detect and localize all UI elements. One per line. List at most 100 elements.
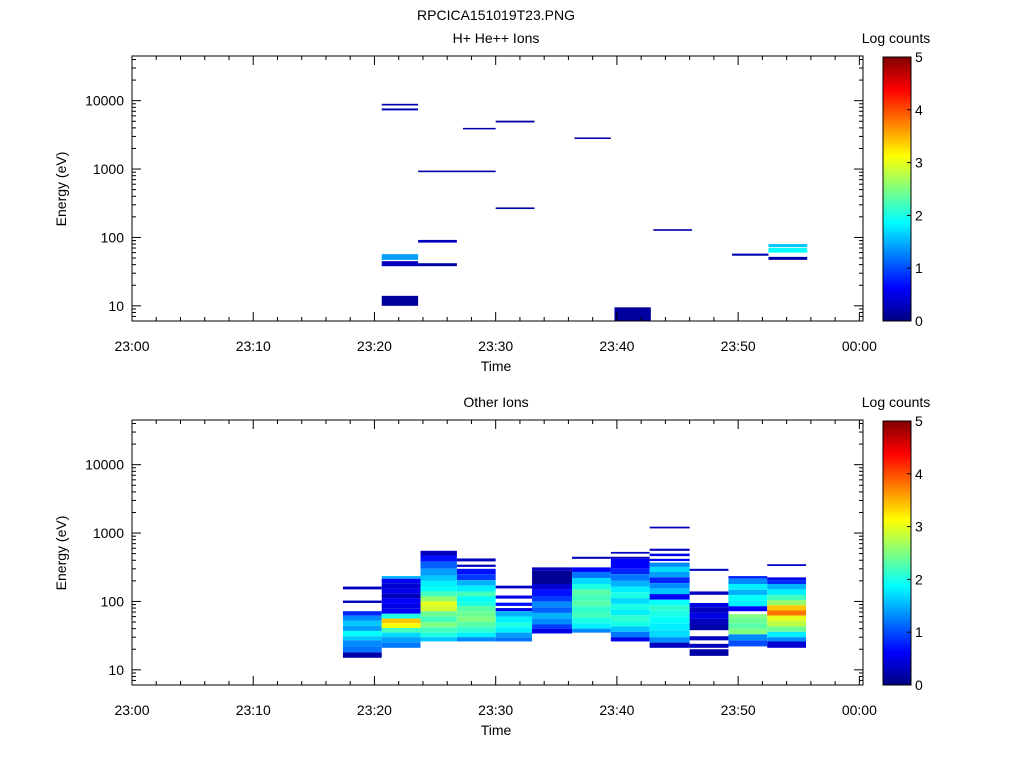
x-axis-ticks: 23:00 23:10 23:20 23:30 23:40 23:50 00:00 — [114, 420, 877, 718]
heatmap-cell — [381, 588, 421, 594]
heatmap-cell — [532, 624, 573, 629]
heatmap-cell — [420, 580, 457, 587]
plot-frame — [131, 55, 864, 322]
heatmap-cell — [420, 568, 457, 576]
colorbar-gradient — [882, 56, 912, 322]
heatmap-cell — [381, 603, 421, 609]
heatmap-cell — [381, 598, 421, 604]
heatmap-cell — [649, 558, 690, 562]
colorbar-tick-label: 1 — [915, 260, 923, 276]
heatmap-cell — [495, 611, 533, 617]
heatmap-cell — [572, 583, 611, 590]
heatmap-cell — [532, 570, 573, 584]
heatmap-cell — [728, 614, 768, 618]
heatmap-cell — [610, 620, 650, 627]
heatmap-cell — [381, 632, 421, 638]
heatmap-cell — [420, 575, 457, 581]
x-tick-label: 23:30 — [478, 338, 513, 354]
heatmap-cell — [456, 585, 496, 592]
heatmap-cell — [532, 612, 573, 619]
heatmap-cell — [456, 622, 496, 628]
x-tick-label: 23:40 — [599, 338, 634, 354]
heatmap-cell — [495, 585, 533, 589]
heatmap-cell — [420, 622, 457, 628]
heatmap-cell — [689, 612, 729, 619]
heatmap-cell — [456, 574, 496, 581]
heatmap-cell — [532, 583, 573, 590]
heatmap-cell — [381, 103, 419, 106]
heatmap-cell — [532, 589, 573, 597]
heatmap-cell — [768, 244, 808, 248]
heatmap-cell — [767, 637, 807, 642]
y-tick-label: 10000 — [85, 457, 124, 473]
colorbar: 0 1 2 3 4 5 — [882, 413, 923, 693]
colorbar-tick-label: 2 — [915, 571, 923, 587]
heatmap-cell — [610, 598, 650, 604]
heatmap-cell — [495, 602, 533, 606]
heatmap-cell — [420, 561, 457, 569]
heatmap-cell — [649, 599, 690, 606]
heatmap-cell — [342, 620, 382, 626]
heatmap-cell — [649, 571, 690, 578]
colorbar-tick-label: 0 — [915, 677, 923, 693]
heatmap-cell — [610, 586, 650, 593]
heatmap-cell — [572, 628, 611, 633]
heatmap-cell — [572, 556, 611, 559]
heatmap-cell — [456, 611, 496, 617]
heatmap-cell — [420, 611, 457, 617]
colorbar-tick-label: 3 — [915, 519, 923, 535]
heatmap-cell — [418, 170, 496, 173]
heatmap-cell — [381, 623, 421, 628]
y-axis-ticks: 10 100 1000 10000 — [85, 422, 863, 686]
heatmap-cell — [610, 568, 650, 575]
heatmap-cell — [610, 551, 650, 554]
heatmap-cell — [532, 618, 573, 625]
heatmap-cell — [342, 636, 382, 641]
heatmap-cell — [689, 591, 729, 595]
heatmap-cell — [495, 622, 533, 628]
heatmap-cell — [381, 254, 419, 260]
x-tick-label: 23:10 — [236, 702, 271, 718]
heatmap-cell — [610, 574, 650, 581]
heatmap-cell — [689, 636, 729, 641]
heatmap-cell — [420, 591, 457, 597]
heatmap-cell — [653, 229, 693, 231]
colorbar-tick-label: 1 — [915, 624, 923, 640]
heatmap-cell — [728, 578, 768, 584]
heatmap-cell — [381, 295, 419, 306]
y-tick-label: 1000 — [93, 161, 124, 177]
heatmap-cell — [532, 567, 573, 571]
heatmap-cell — [728, 634, 768, 641]
heatmap-cell — [767, 610, 807, 616]
y-tick-label: 1000 — [93, 525, 124, 541]
heatmap-cell — [456, 580, 496, 586]
heatmap-cells — [381, 103, 808, 321]
y-tick-label: 10000 — [85, 93, 124, 109]
heatmap-cell — [572, 623, 611, 629]
heatmap-cell — [767, 589, 807, 596]
x-tick-label: 23:00 — [114, 338, 149, 354]
heatmap-cell — [342, 611, 382, 616]
heatmap-cell — [728, 617, 768, 624]
heatmap-cell — [610, 615, 650, 621]
heatmap-cell — [649, 548, 690, 551]
heatmap-cell — [728, 589, 768, 596]
heatmap-cell — [610, 592, 650, 599]
heatmap-cell — [381, 608, 421, 614]
heatmap-cell — [342, 625, 382, 631]
panel-title: Other Ions — [463, 394, 528, 410]
heatmap-cell — [420, 596, 457, 602]
heatmap-cell — [649, 637, 690, 643]
heatmap-cell — [649, 553, 690, 557]
heatmap-cell — [381, 637, 421, 643]
colorbar-tick-label: 3 — [915, 155, 923, 171]
heatmap-cell — [572, 617, 611, 624]
heatmap-cell — [728, 576, 768, 579]
heatmap-cell — [728, 595, 768, 601]
heatmap-cell — [689, 618, 729, 625]
heatmap-cell — [342, 586, 382, 590]
heatmap-cell — [649, 610, 690, 617]
x-tick-label: 00:00 — [842, 338, 877, 354]
heatmap-cell — [456, 596, 496, 602]
